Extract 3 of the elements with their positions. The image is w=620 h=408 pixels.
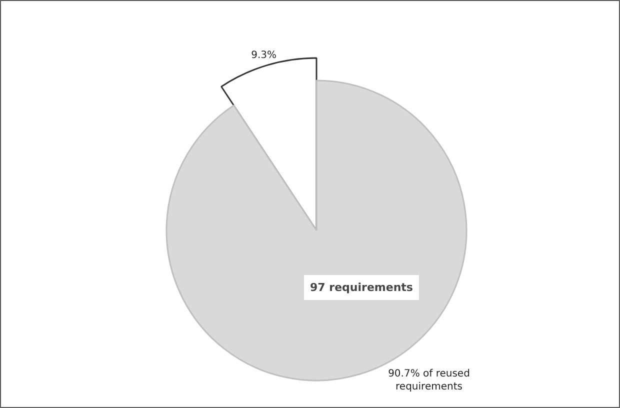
text: 97 requirements: [310, 281, 414, 294]
data-label: 9.3%: [251, 50, 276, 61]
data-label: 90.7% of reused requirements: [388, 368, 470, 393]
